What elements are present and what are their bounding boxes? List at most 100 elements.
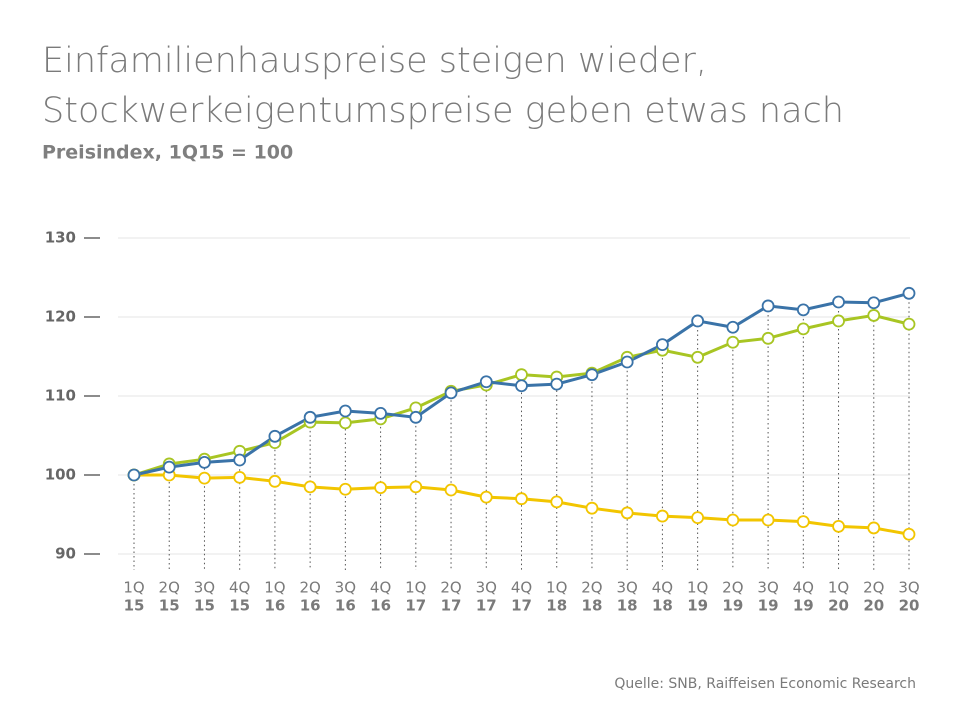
point (867, 309, 881, 322)
point (691, 314, 705, 328)
x-tick-label: 3Q (335, 579, 356, 597)
x-tick-label: 18 (652, 597, 673, 615)
x-tick-label: 15 (124, 597, 145, 615)
point (550, 377, 564, 391)
x-tick-label: 3Q (476, 579, 497, 597)
x-tick-label: 16 (300, 597, 321, 615)
point (585, 368, 599, 382)
point (585, 501, 599, 515)
point (796, 515, 810, 529)
point (268, 429, 282, 443)
point (162, 460, 176, 474)
point (515, 368, 528, 382)
point (902, 317, 916, 331)
point (409, 480, 423, 494)
point (832, 314, 845, 328)
point (303, 410, 317, 424)
point (691, 350, 705, 364)
x-tick-label: 15 (194, 597, 215, 615)
point (233, 453, 247, 467)
x-tick-label: 19 (722, 597, 743, 615)
point (338, 416, 352, 430)
x-tick-label: 3Q (617, 579, 638, 597)
x-tick-label: 4Q (511, 579, 532, 597)
x-tick-label: 2Q (440, 579, 461, 597)
x-tick-label: 17 (441, 597, 462, 615)
point (479, 490, 493, 504)
x-tick-label: 15 (229, 597, 250, 615)
x-tick-label: 16 (264, 597, 285, 615)
x-tick-label: 16 (370, 597, 391, 615)
point (761, 331, 775, 345)
series-line (133, 313, 910, 477)
x-tick-label: 4Q (370, 579, 391, 597)
y-tick-label: 110 (45, 387, 76, 405)
x-tick-label: 1Q (546, 579, 567, 597)
x-tick-label: 4Q (793, 579, 814, 597)
x-tick-label: 2Q (722, 579, 743, 597)
x-tick-label: 17 (405, 597, 426, 615)
x-tick-label: 3Q (898, 579, 919, 597)
x-tick-label: 20 (899, 597, 920, 615)
y-tick-label: 120 (45, 308, 76, 326)
point (409, 410, 423, 424)
point (233, 470, 247, 484)
point (867, 296, 881, 310)
x-tick-label: 1Q (405, 579, 426, 597)
x-tick-label: 1Q (687, 579, 708, 597)
point (268, 474, 282, 488)
point (550, 495, 564, 509)
point (515, 379, 528, 393)
point (198, 471, 211, 485)
x-tick-label: 17 (511, 597, 532, 615)
x-tick-label: 1Q (264, 579, 285, 597)
x-tick-label: 2Q (863, 579, 884, 597)
x-tick-label: 3Q (757, 579, 778, 597)
x-tick-label: 2Q (299, 579, 320, 597)
x-tick-label: 19 (687, 597, 708, 615)
x-tick-label: 1Q (123, 579, 144, 597)
x-tick-label: 3Q (194, 579, 215, 597)
y-tick-label: 90 (55, 545, 76, 563)
point (656, 338, 669, 352)
x-tick-label: 20 (828, 597, 849, 615)
point (761, 299, 775, 313)
x-tick-label: 4Q (652, 579, 673, 597)
point (444, 483, 458, 497)
point (726, 320, 740, 334)
x-tick-label: 19 (793, 597, 814, 615)
x-tick-label: 2Q (581, 579, 602, 597)
point (726, 335, 740, 349)
y-tick-label: 100 (45, 466, 76, 484)
point (374, 481, 387, 495)
x-tick-label: 20 (863, 597, 884, 615)
point (338, 404, 352, 418)
source: Quelle: SNB, Raiffeisen Economic Researc… (614, 676, 916, 692)
point (515, 492, 528, 506)
point (374, 406, 387, 420)
x-tick-label: 18 (546, 597, 567, 615)
x-tick-label: 1Q (828, 579, 849, 597)
x-tick-label: 17 (476, 597, 497, 615)
point (726, 513, 740, 527)
point (620, 506, 634, 520)
x-tick-label: 15 (159, 597, 180, 615)
point (127, 468, 141, 482)
point (761, 513, 775, 527)
point (867, 521, 881, 535)
point (832, 519, 845, 533)
point (691, 511, 705, 525)
point (198, 455, 211, 469)
point (656, 509, 669, 523)
point (902, 286, 916, 300)
y-tick-label: 130 (45, 229, 76, 247)
x-tick-label: 19 (758, 597, 779, 615)
point (620, 355, 634, 369)
point (796, 322, 810, 336)
x-tick-label: 4Q (229, 579, 250, 597)
x-tick-label: 2Q (159, 579, 180, 597)
point (338, 482, 352, 496)
point (832, 295, 845, 309)
point (796, 303, 810, 317)
